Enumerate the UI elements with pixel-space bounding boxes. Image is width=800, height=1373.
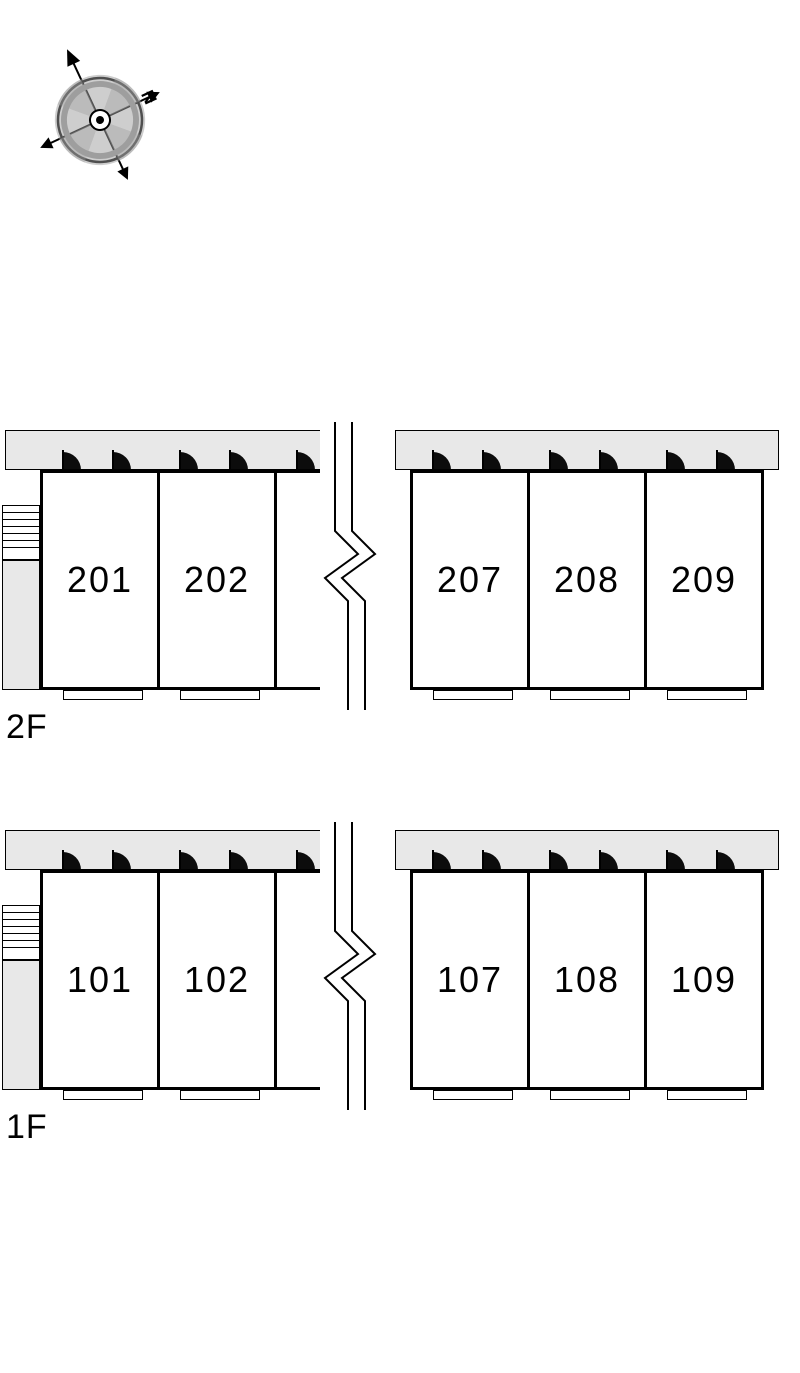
break-mark-icon: [320, 422, 380, 710]
stair-landing: [2, 960, 40, 1090]
floor-1F: 101 102 107 108 109 1F: [0, 830, 800, 1160]
balcony: [550, 690, 630, 700]
unit-201: 201: [40, 470, 160, 690]
balcony: [433, 690, 513, 700]
door-icon: [61, 848, 83, 870]
unit-row-right: 207 208 209: [410, 470, 764, 690]
unit-107: 107: [410, 870, 530, 1090]
unit-207: 207: [410, 470, 530, 690]
unit-109: 109: [644, 870, 764, 1090]
balcony: [667, 1090, 747, 1100]
door-icon: [548, 848, 570, 870]
unit-row-left: 101 102: [40, 870, 329, 1090]
door-icon: [431, 848, 453, 870]
unit-label: 102: [184, 959, 250, 1001]
stair-landing: [2, 560, 40, 690]
unit-label: 208: [554, 559, 620, 601]
floor-label: 1F: [6, 1108, 48, 1147]
stairs-icon: [2, 905, 40, 960]
compass-icon: N: [25, 25, 175, 200]
door-icon: [295, 848, 317, 870]
door-icon: [228, 448, 250, 470]
unit-label: 201: [67, 559, 133, 601]
door-icon: [598, 848, 620, 870]
door-icon: [665, 448, 687, 470]
door-icon: [598, 448, 620, 470]
door-icon: [665, 848, 687, 870]
door-icon: [111, 448, 133, 470]
balcony: [180, 1090, 260, 1100]
unit-label: 202: [184, 559, 250, 601]
unit-label: 209: [671, 559, 737, 601]
door-icon: [715, 448, 737, 470]
unit-208: 208: [527, 470, 647, 690]
door-icon: [548, 448, 570, 470]
balcony: [550, 1090, 630, 1100]
unit-label: 207: [437, 559, 503, 601]
unit-108: 108: [527, 870, 647, 1090]
door-icon: [61, 448, 83, 470]
corridor: [5, 430, 332, 470]
balcony: [63, 690, 143, 700]
balcony: [667, 690, 747, 700]
door-icon: [481, 848, 503, 870]
unit-row-right: 107 108 109: [410, 870, 764, 1090]
stairs-icon: [2, 505, 40, 560]
unit-101: 101: [40, 870, 160, 1090]
unit-label: 101: [67, 959, 133, 1001]
unit-label: 107: [437, 959, 503, 1001]
door-icon: [178, 848, 200, 870]
door-icon: [178, 448, 200, 470]
door-icon: [481, 448, 503, 470]
door-icon: [431, 448, 453, 470]
unit-label: 109: [671, 959, 737, 1001]
door-icon: [295, 448, 317, 470]
unit-209: 209: [644, 470, 764, 690]
corridor: [5, 830, 332, 870]
floor-label: 2F: [6, 708, 48, 747]
unit-202: 202: [157, 470, 277, 690]
balcony: [180, 690, 260, 700]
floor-2F: 201 202 207 208 209 2F: [0, 430, 800, 760]
unit-label: 108: [554, 959, 620, 1001]
door-icon: [111, 848, 133, 870]
balcony: [63, 1090, 143, 1100]
balcony: [433, 1090, 513, 1100]
break-mark-icon: [320, 822, 380, 1110]
unit-102: 102: [157, 870, 277, 1090]
unit-row-left: 201 202: [40, 470, 329, 690]
door-icon: [715, 848, 737, 870]
door-icon: [228, 848, 250, 870]
